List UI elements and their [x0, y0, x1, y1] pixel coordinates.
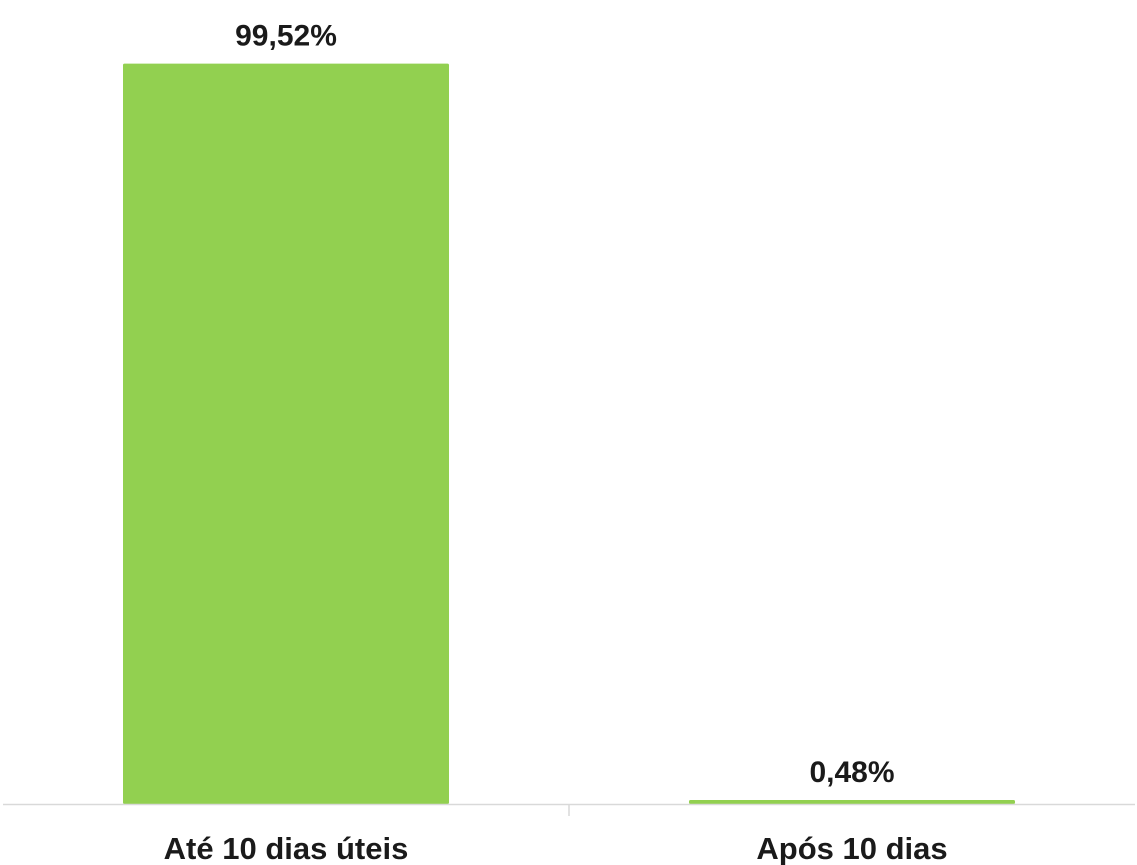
bar-1 — [689, 800, 1015, 804]
bar-0 — [123, 63, 449, 804]
x-axis — [3, 803, 1135, 816]
category-label-1: Após 10 dias — [756, 831, 947, 865]
category-label-0: Até 10 dias úteis — [164, 831, 409, 865]
data-label-1: 0,48% — [809, 756, 894, 789]
data-label-0: 99,52% — [235, 20, 337, 53]
bars-layer — [123, 63, 1015, 804]
labels-layer: 99,52% Até 10 dias úteis 0,48% Após 10 dias — [164, 20, 948, 865]
